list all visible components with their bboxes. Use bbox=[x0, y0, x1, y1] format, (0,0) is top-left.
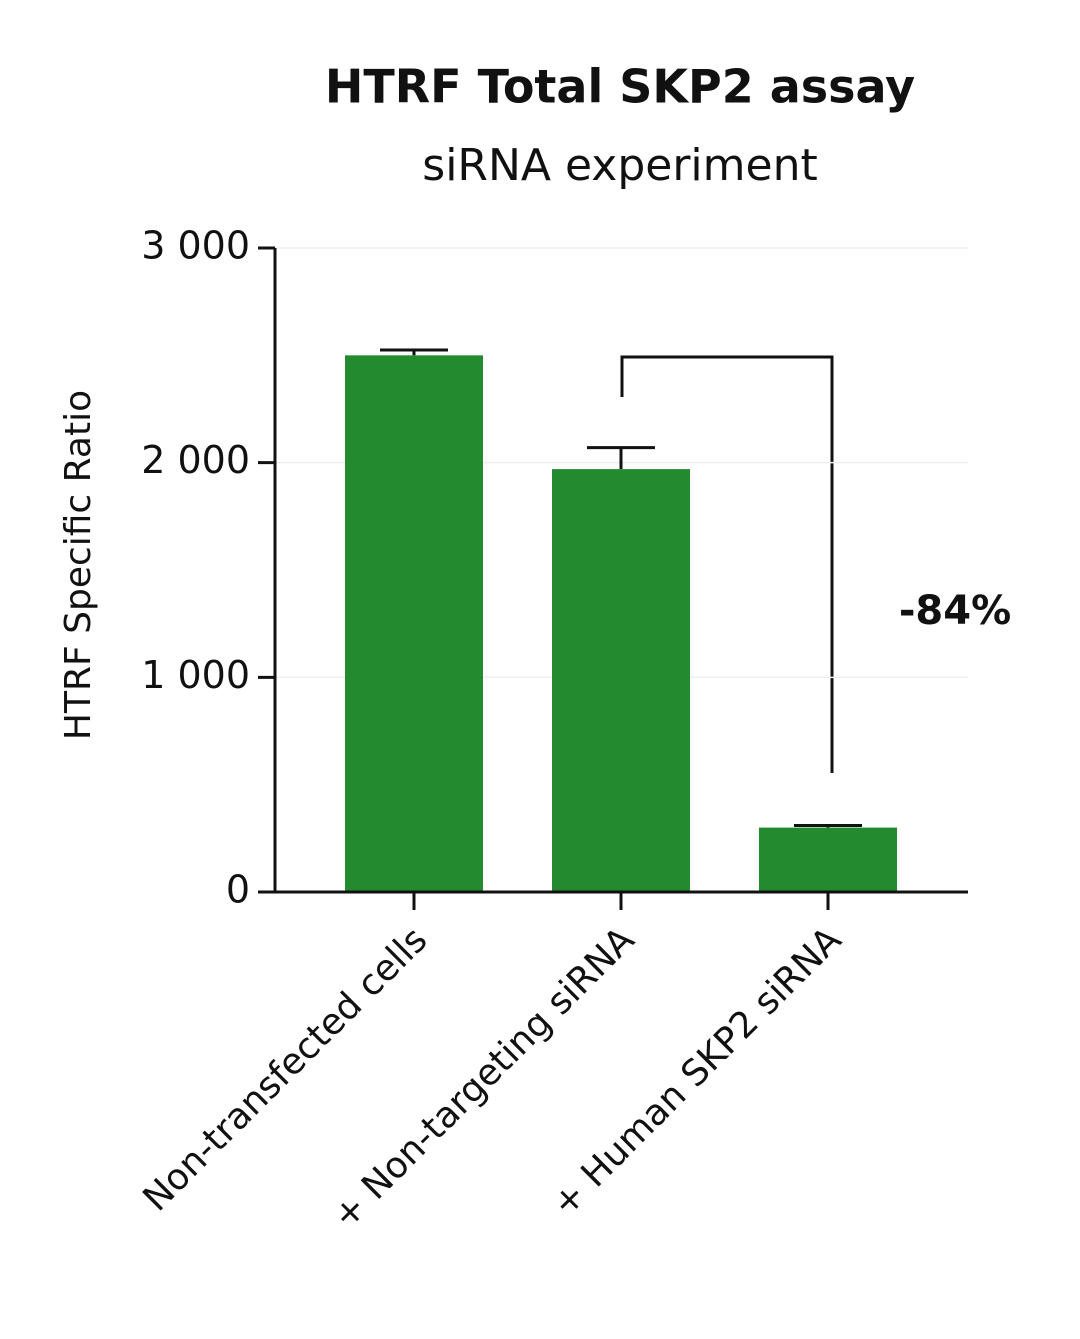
y-axis-label: HTRF Specific Ratio bbox=[58, 390, 99, 740]
bar bbox=[345, 355, 483, 892]
bar bbox=[552, 469, 690, 892]
y-tick-label: 3 000 bbox=[141, 224, 250, 268]
y-tick-label: 2 000 bbox=[141, 438, 250, 482]
chart-subtitle: siRNA experiment bbox=[422, 140, 817, 191]
chart-title: HTRF Total SKP2 assay bbox=[325, 60, 915, 114]
y-tick-label: 0 bbox=[226, 868, 250, 912]
annotation: -84% bbox=[899, 588, 1011, 634]
comparison-bracket bbox=[620, 355, 834, 773]
bar bbox=[759, 827, 897, 892]
y-tick-label: 1 000 bbox=[141, 653, 250, 697]
